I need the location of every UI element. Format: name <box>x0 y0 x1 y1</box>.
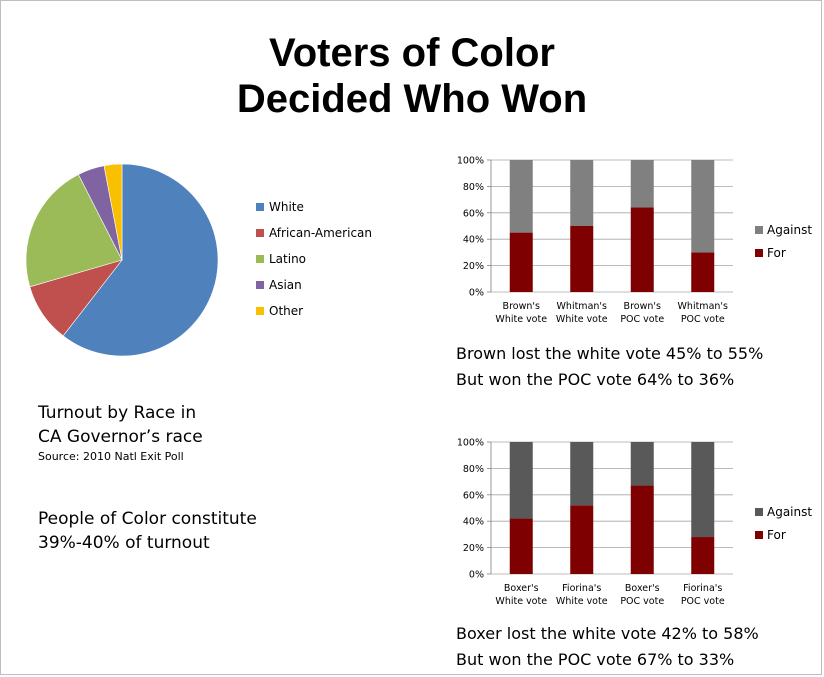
governor-bar-against <box>509 160 533 233</box>
governor-category-label: Brown's <box>624 301 661 312</box>
pie-slice-latino <box>25 174 123 288</box>
senate-ytick-label: 60% <box>463 490 484 501</box>
brown-statement-line-1: Brown lost the white vote 45% to 55% <box>456 344 764 363</box>
legend-swatch <box>256 203 264 211</box>
senate-bar-against <box>691 442 715 538</box>
legend-label: Latino <box>269 252 307 266</box>
senate-ytick-label: 0% <box>469 570 484 581</box>
legend-label: Asian <box>269 278 302 292</box>
senate-legend-swatch <box>755 508 763 516</box>
senate-category-label: Fiorina's <box>683 583 722 594</box>
governor-legend-label: Against <box>767 223 812 237</box>
senate-bar-for <box>509 518 533 574</box>
turnout-caption: Turnout by Race in CA Governor’s race So… <box>38 401 203 465</box>
governor-legend-swatch <box>755 226 763 234</box>
senate-category-label: POC vote <box>681 596 725 607</box>
pie-legend-item: African-American <box>256 220 372 246</box>
senate-vote-chart: 0% 20% 40% 60% 80% 100% Boxer's White vote Fiori… <box>457 438 813 608</box>
governor-category-label: White vote <box>556 314 608 325</box>
senate-legend-swatch <box>755 531 763 539</box>
senate-bar-against <box>509 442 533 519</box>
brown-statement-line-2: But won the POC vote 64% to 36% <box>456 370 735 389</box>
pie-slice-white <box>62 163 219 357</box>
senate-category-label: Boxer's <box>625 583 660 594</box>
governor-bar-against <box>691 160 715 253</box>
governor-category-label: POC vote <box>681 314 725 325</box>
governor-legend-swatch <box>755 249 763 257</box>
senate-legend-label: For <box>767 528 786 542</box>
senate-category-label: POC vote <box>620 596 664 607</box>
poc-note-line-2: 39%-40% of turnout <box>38 533 210 553</box>
governor-bar-against <box>630 160 654 208</box>
turnout-caption-line-1: Turnout by Race in <box>38 403 197 423</box>
legend-label: African-American <box>269 226 373 240</box>
legend-swatch <box>256 307 264 315</box>
legend-swatch <box>256 229 264 237</box>
turnout-pie-chart <box>25 163 219 357</box>
senate-bar-against <box>630 442 654 486</box>
governor-bar-for <box>570 226 594 292</box>
governor-ytick-label: 20% <box>463 261 484 272</box>
senate-category-label: Boxer's <box>504 583 539 594</box>
governor-ytick-label: 80% <box>463 182 484 193</box>
poc-turnout-note: People of Color constitute 39%-40% of tu… <box>38 507 257 555</box>
governor-ytick-label: 60% <box>463 208 484 219</box>
governor-category-label: White vote <box>495 314 547 325</box>
governor-legend-label: For <box>767 246 786 260</box>
turnout-source: Source: 2010 Natl Exit Poll <box>38 450 184 463</box>
pie-legend-item: White <box>256 194 372 220</box>
senate-legend-label: Against <box>767 505 812 519</box>
turnout-caption-line-2: CA Governor’s race <box>38 427 203 447</box>
governor-vote-chart: 0% 20% 40% 60% 80% 100% Brown's White vote Whitm… <box>457 156 813 326</box>
poc-note-line-1: People of Color constitute <box>38 509 257 529</box>
governor-bar-against <box>570 160 594 226</box>
senate-category-label: White vote <box>495 596 547 607</box>
pie-slice-other <box>103 163 123 261</box>
senate-ytick-label: 80% <box>463 464 484 475</box>
governor-bar-for <box>691 252 715 292</box>
governor-bar-for <box>630 207 654 292</box>
pie-legend: White African-American Latino Asian Other <box>256 194 372 324</box>
pie-legend-item: Other <box>256 298 372 324</box>
boxer-statement: Boxer lost the white vote 42% to 58% But… <box>456 621 759 673</box>
senate-ytick-label: 100% <box>457 438 484 449</box>
legend-label: White <box>269 200 304 214</box>
pie-legend-item: Latino <box>256 246 372 272</box>
senate-ytick-label: 20% <box>463 543 484 554</box>
slide-title: Voters of Color Decided Who Won <box>0 30 824 122</box>
pie-legend-item: Asian <box>256 272 372 298</box>
title-line-2: Decided Who Won <box>236 77 588 121</box>
senate-ytick-label: 40% <box>463 517 484 528</box>
senate-bar-against <box>570 442 594 506</box>
governor-category-label: Whitman's <box>557 301 607 312</box>
governor-ytick-label: 100% <box>457 156 484 167</box>
senate-bar-for <box>630 485 654 574</box>
governor-ytick-label: 0% <box>469 288 484 299</box>
brown-statement: Brown lost the white vote 45% to 55% But… <box>456 341 763 393</box>
legend-label: Other <box>269 304 304 318</box>
boxer-statement-line-2: But won the POC vote 67% to 33% <box>456 650 735 669</box>
legend-swatch <box>256 255 264 263</box>
governor-category-label: Brown's <box>503 301 540 312</box>
governor-bar-for <box>509 232 533 292</box>
governor-category-label: POC vote <box>620 314 664 325</box>
governor-category-label: Whitman's <box>678 301 728 312</box>
senate-bar-for <box>570 505 594 574</box>
title-line-1: Voters of Color <box>269 31 555 75</box>
senate-category-label: White vote <box>556 596 608 607</box>
senate-bar-for <box>691 537 715 574</box>
governor-ytick-label: 40% <box>463 235 484 246</box>
boxer-statement-line-1: Boxer lost the white vote 42% to 58% <box>456 624 759 643</box>
legend-swatch <box>256 281 264 289</box>
senate-category-label: Fiorina's <box>562 583 601 594</box>
